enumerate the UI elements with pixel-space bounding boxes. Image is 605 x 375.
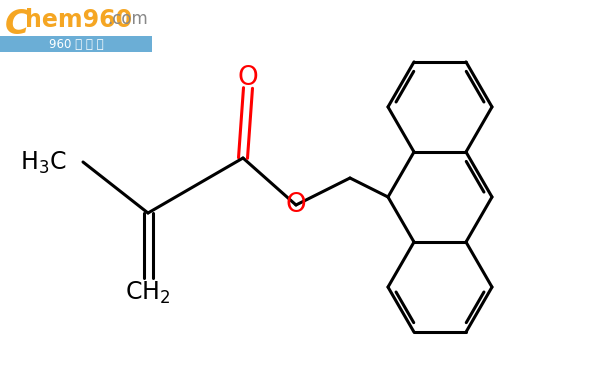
- Text: H$_3$C: H$_3$C: [20, 150, 67, 176]
- Bar: [0, 36, 152, 52]
- Text: O: O: [286, 192, 306, 218]
- Text: .com: .com: [107, 10, 148, 28]
- Text: C: C: [5, 8, 30, 41]
- Text: 960 化 工 网: 960 化 工 网: [48, 38, 103, 51]
- Text: hem960: hem960: [25, 8, 132, 32]
- Text: O: O: [238, 65, 258, 91]
- Text: CH$_2$: CH$_2$: [125, 280, 171, 306]
